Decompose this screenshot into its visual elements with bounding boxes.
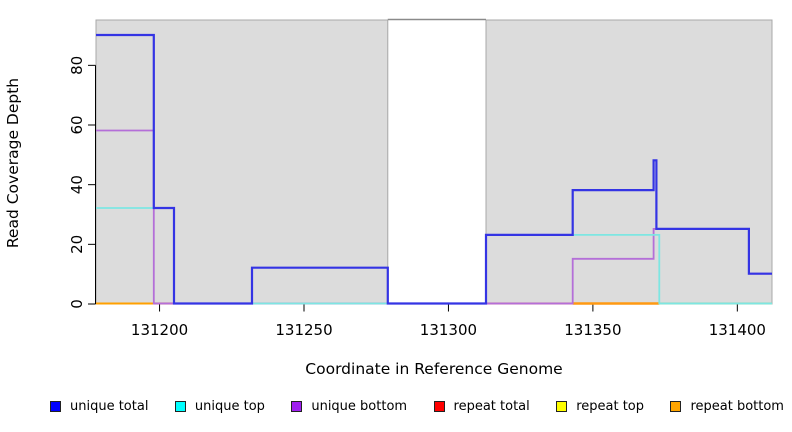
x-tick-label: 131250 bbox=[275, 321, 332, 339]
y-tick-label: 80 bbox=[68, 56, 86, 75]
legend-item-repeat-top: repeat top bbox=[556, 399, 644, 414]
y-axis-title: Read Coverage Depth bbox=[4, 77, 22, 249]
legend-label: repeat bottom bbox=[690, 399, 784, 414]
legend-swatch-icon bbox=[291, 401, 303, 412]
legend-item-repeat-total: repeat total bbox=[433, 399, 530, 414]
y-tick-label: 40 bbox=[68, 175, 86, 194]
legend: unique total unique top unique bottom repea… bbox=[50, 399, 784, 414]
series-line-unique-total bbox=[96, 33, 772, 305]
legend-label: unique total bbox=[70, 399, 149, 414]
legend-item-unique-top: unique top bbox=[174, 399, 265, 414]
x-axis-title: Coordinate in Reference Genome bbox=[305, 360, 563, 378]
x-tick-label: 131350 bbox=[564, 321, 621, 339]
legend-swatch-icon bbox=[556, 401, 568, 412]
legend-item-repeat-bottom: repeat bottom bbox=[670, 399, 784, 414]
legend-swatch-icon bbox=[174, 401, 186, 412]
x-tick-label: 131300 bbox=[420, 321, 477, 339]
legend-item-unique-bottom: unique bottom bbox=[291, 399, 407, 414]
x-tick-label: 131200 bbox=[131, 321, 188, 339]
y-tick-label: 60 bbox=[68, 115, 86, 134]
y-tick-label: 20 bbox=[68, 235, 86, 254]
legend-swatch-icon bbox=[433, 401, 445, 412]
legend-label: unique top bbox=[194, 399, 265, 414]
legend-swatch-icon bbox=[670, 401, 682, 412]
y-tick-label: 0 bbox=[68, 299, 86, 309]
chart-canvas: 0 20 40 60 80 131200 131250 131300 131350 131400 bbox=[68, 18, 773, 339]
legend-item-unique-total: unique total bbox=[50, 399, 148, 414]
legend-label: repeat top bbox=[576, 399, 644, 414]
legend-label: unique bottom bbox=[311, 399, 408, 414]
panel-background bbox=[485, 19, 773, 305]
legend-label: repeat total bbox=[453, 399, 530, 414]
panel-background bbox=[95, 19, 389, 305]
x-tick-label: 131400 bbox=[709, 321, 766, 339]
legend-swatch-icon bbox=[50, 401, 61, 412]
